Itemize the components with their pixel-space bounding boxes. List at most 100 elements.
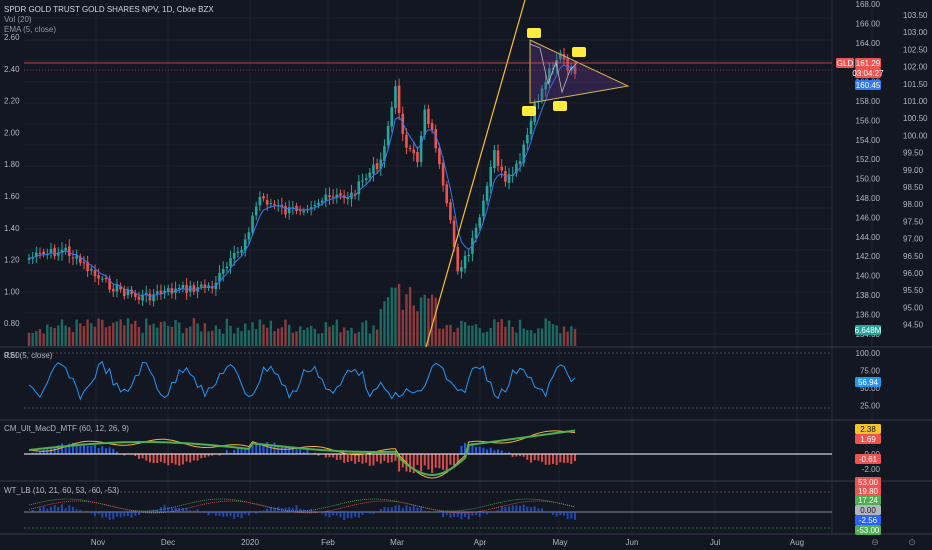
macd-histogram-bar [306, 449, 309, 454]
candle-body [185, 284, 188, 294]
price-axis-tick: 136.00 [856, 310, 881, 319]
candle-body [181, 284, 185, 289]
macd-histogram-bar [255, 443, 258, 454]
rsi-line [28, 360, 576, 401]
macd-histogram-bar [500, 450, 503, 454]
wt-histogram-bar [130, 512, 133, 518]
candle-body [60, 249, 64, 254]
macd-histogram-bar [170, 454, 173, 463]
price-axis-tick: 168.00 [856, 0, 881, 9]
candle-body [100, 278, 104, 280]
macd-histogram-bar [167, 454, 170, 466]
volume-bar [456, 327, 459, 346]
wt-histogram-bar [416, 507, 419, 512]
macd-histogram-bar [544, 454, 547, 465]
settings-icon[interactable]: ⊙ [908, 537, 916, 547]
candle-body [489, 166, 493, 187]
volume-bar [566, 331, 569, 346]
volume-bar [408, 287, 412, 346]
wt-histogram-bar [269, 507, 272, 512]
volume-bar [104, 327, 108, 346]
wt-tag-5-bg [855, 515, 881, 525]
right-axis-tick: 100.50 [903, 114, 928, 123]
zoom-out-icon[interactable]: ⊖ [871, 537, 879, 547]
macd-tag-1: 2.38 [855, 424, 881, 434]
candle-body [559, 53, 562, 60]
wt-histogram-bar [489, 512, 492, 513]
right-axis-tick: 102.50 [903, 45, 928, 54]
volume-bar [170, 326, 174, 346]
trend-line [425, 0, 526, 348]
volume-legend: Vol (20) [4, 15, 32, 24]
macd-histogram-bar [559, 454, 562, 463]
macd-histogram-bar [240, 447, 243, 454]
candle-body [82, 262, 86, 264]
macd-histogram-bar [493, 450, 496, 454]
macd-histogram-bar [357, 454, 360, 463]
macd-histogram-bar [398, 454, 401, 472]
candle-body [324, 194, 328, 201]
macd-histogram-bar [236, 447, 239, 454]
candle-body [71, 257, 75, 259]
price-axis-tick: 164.00 [856, 39, 881, 48]
wt-histogram-bar [438, 512, 441, 513]
price-axis-tick: 146.00 [856, 213, 881, 222]
countdown-tag-text: 03:04:27 [852, 69, 884, 78]
macd-histogram-bar [350, 454, 353, 462]
macd-histogram-bar [244, 448, 247, 454]
volume-bar [441, 328, 445, 346]
volume-bar [511, 326, 514, 346]
wt-histogram-bar [405, 505, 408, 512]
macd-histogram-bar [427, 454, 430, 470]
volume-bar [258, 319, 262, 346]
legend: SPDR GOLD TRUST GOLD SHARES NPV, 1D, Cbo… [4, 5, 214, 35]
macd-histogram-bar [251, 445, 254, 454]
wt-histogram-bar [390, 507, 393, 512]
volume-bar [240, 331, 243, 346]
right-axis-tick: 96.50 [903, 252, 924, 261]
price-axis-tick: 140.00 [856, 272, 881, 281]
candle-body [496, 150, 500, 166]
macd-histogram-bar [189, 454, 192, 463]
wt-histogram-bar [317, 512, 320, 513]
price-axis-tick: 166.00 [856, 19, 881, 28]
macd-histogram-bar [115, 451, 118, 454]
candle-body [42, 251, 45, 255]
macd-histogram-bar [522, 454, 525, 457]
candle-body [111, 288, 115, 292]
right-axis-tick: 101.50 [903, 80, 928, 89]
wt-histogram-bar [335, 512, 338, 516]
volume-bar [141, 332, 144, 346]
macd-histogram-bar [174, 454, 177, 465]
macd-histogram-bar [93, 444, 96, 454]
volume-bar [350, 327, 353, 346]
macd-histogram-bar [258, 443, 261, 454]
macd-histogram-bar [445, 454, 448, 474]
candle-body [159, 290, 163, 294]
wt-histogram-bar [266, 508, 269, 512]
candle-body [295, 205, 298, 212]
candle-body [86, 262, 89, 271]
price-axis-tick: 154.00 [856, 136, 881, 145]
wt-histogram-bar [53, 504, 56, 512]
candle-body [317, 202, 320, 205]
macd-tag-1-text: 2.38 [860, 425, 876, 434]
wt-histogram-bar [156, 509, 159, 512]
macd-histogram-bar [218, 454, 221, 456]
candle-body [390, 107, 394, 127]
candle-body [130, 289, 133, 294]
wt-histogram-bar [181, 508, 184, 512]
wt-histogram-bar [218, 512, 221, 516]
wt-histogram-bar [427, 511, 430, 512]
candle-body [408, 147, 412, 149]
macd-histogram-bar [489, 447, 492, 454]
candle-body [68, 246, 71, 257]
candle-body [27, 257, 31, 260]
volume-bar [192, 318, 196, 346]
macd-tag-2-text: 1.69 [860, 435, 876, 444]
price-candles [27, 47, 577, 307]
candle-body [372, 164, 375, 174]
candle-body [258, 196, 262, 206]
wt-histogram-bar [119, 512, 122, 518]
